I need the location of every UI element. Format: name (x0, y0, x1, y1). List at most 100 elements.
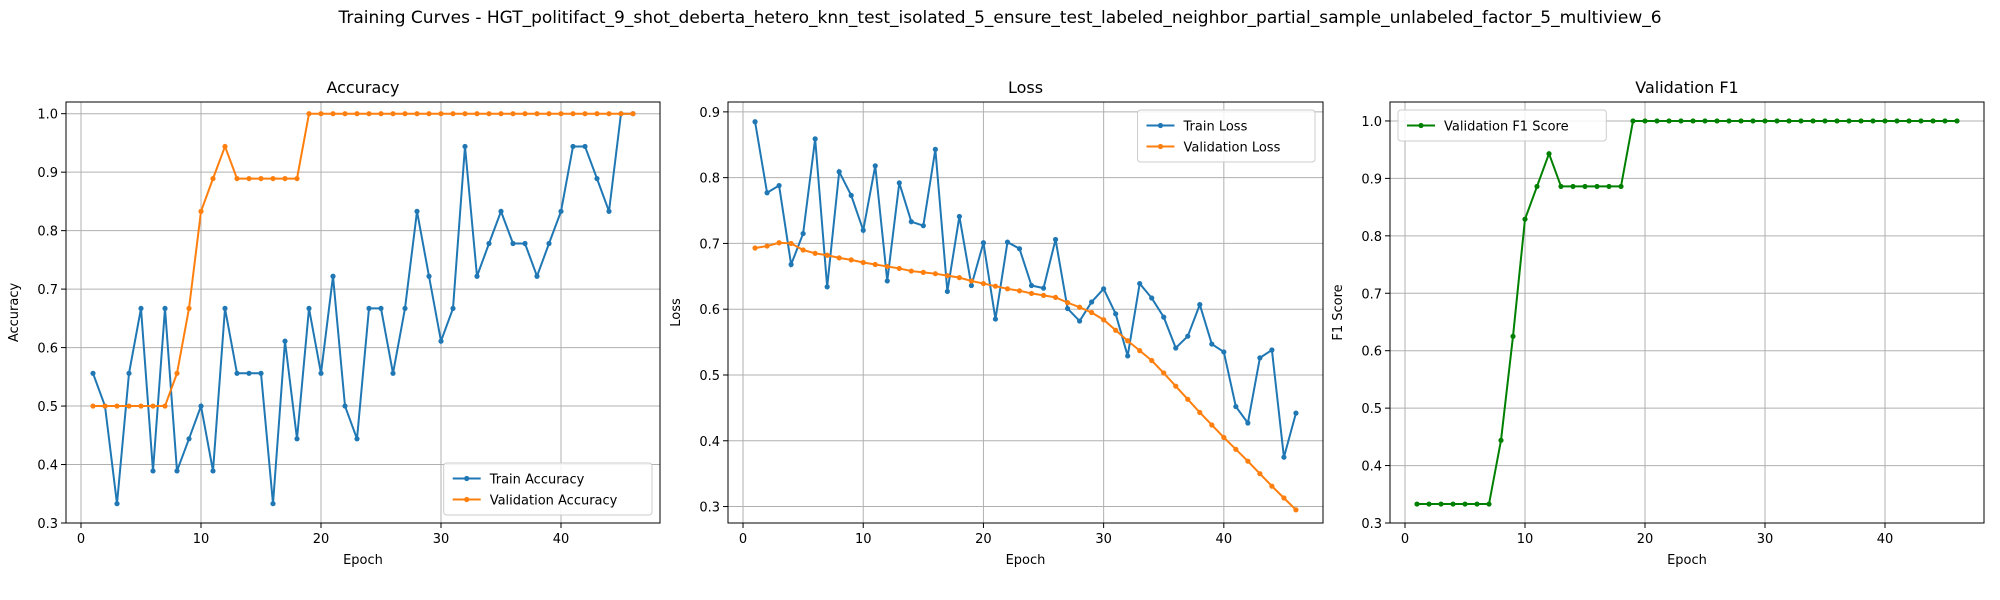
y-tick-label: 0.6 (1361, 345, 1382, 360)
data-point (1173, 383, 1179, 389)
data-point (1125, 353, 1131, 359)
data-point (1498, 437, 1504, 443)
x-axis-label: Epoch (1006, 553, 1046, 568)
data-point (258, 175, 264, 182)
data-point (1161, 370, 1167, 376)
data-point (1894, 118, 1900, 124)
data-point (486, 240, 492, 247)
data-point (90, 370, 96, 376)
y-tick-label: 0.3 (1361, 517, 1382, 532)
data-point (1185, 396, 1191, 402)
data-point (992, 283, 999, 289)
data-point (270, 175, 276, 182)
data-point (126, 403, 132, 409)
data-point (932, 271, 938, 277)
data-point (426, 273, 432, 279)
chart-panel-1: 0 10 20 30 40 0.3 0.4 0.5 0.6 0.7 0.8 0.9 1.0 Accurac… (7, 78, 661, 568)
data-point (1474, 501, 1480, 507)
data-point (414, 208, 420, 214)
data-point (138, 305, 144, 312)
data-point (968, 282, 975, 289)
data-point (1726, 118, 1732, 124)
data-point (1858, 118, 1864, 124)
data-point (1028, 282, 1035, 289)
y-tick-label: 0.3 (699, 501, 720, 516)
x-tick-label: 0 (739, 532, 747, 547)
data-point (1582, 183, 1588, 190)
data-point (1654, 118, 1660, 124)
y-tick-label: 0.9 (1361, 172, 1382, 187)
data-point (800, 247, 806, 253)
data-point (920, 223, 926, 229)
chart-panel-3: 0 10 20 30 40 0.3 0.4 0.5 0.6 0.7 0.8 0.9 1.0 Validat… (1331, 78, 1985, 568)
series-line-1 (1417, 119, 1957, 506)
data-point (306, 111, 312, 117)
y-tick-label: 0.5 (37, 400, 58, 415)
data-point (1257, 471, 1263, 477)
chart-title: Accuracy (326, 78, 399, 97)
data-point (1786, 118, 1792, 124)
data-point (438, 111, 444, 117)
data-point (390, 370, 396, 376)
legend: Train Loss Validation Loss (1137, 109, 1316, 163)
data-point (1076, 304, 1083, 310)
chart-title: Validation F1 (1635, 78, 1738, 97)
data-point (114, 501, 120, 507)
y-tick-label: 0.7 (1361, 287, 1382, 302)
data-point (932, 146, 938, 152)
data-point (222, 305, 228, 312)
data-point (824, 284, 830, 290)
data-point (1221, 434, 1227, 441)
data-point (630, 111, 636, 117)
data-point (90, 403, 96, 409)
data-point (788, 261, 794, 268)
data-point (1618, 183, 1624, 190)
x-tick-label: 20 (975, 532, 992, 547)
data-point (270, 501, 276, 507)
data-point (764, 243, 770, 249)
chart-title: Loss (1008, 78, 1043, 97)
data-point (1281, 495, 1287, 501)
x-tick-label: 20 (1637, 532, 1654, 547)
data-point (450, 305, 456, 312)
data-point (138, 403, 144, 409)
data-point (102, 403, 108, 409)
data-point (1774, 118, 1780, 124)
x-axis-label: Epoch (343, 553, 383, 568)
data-point (546, 111, 552, 117)
data-point (1004, 286, 1011, 292)
data-point (1594, 183, 1600, 190)
x-axis-label: Epoch (1667, 553, 1707, 568)
data-point (294, 436, 300, 442)
data-point (354, 436, 360, 442)
data-point (594, 175, 600, 182)
data-point (234, 175, 240, 182)
series-line-2 (754, 241, 1297, 511)
data-point (1438, 501, 1444, 507)
data-point (606, 208, 612, 214)
data-point (848, 192, 854, 199)
chart-panel-2: 0 10 20 30 40 0.3 0.4 0.5 0.6 0.7 0.8 0.9 Loss Epoch L… (669, 78, 1324, 568)
x-tick-label: 30 (433, 532, 450, 547)
data-point (1173, 345, 1179, 351)
data-point (594, 111, 600, 117)
data-point (474, 273, 480, 279)
data-point (402, 111, 408, 117)
data-point (1510, 333, 1516, 339)
data-point (1702, 118, 1708, 124)
data-point (1197, 302, 1203, 308)
data-point (1052, 294, 1059, 300)
data-point (1954, 118, 1960, 124)
data-point (558, 111, 564, 117)
data-point (522, 111, 528, 117)
y-tick-label: 0.3 (37, 517, 58, 532)
data-point (896, 180, 902, 186)
legend-label: Validation Loss (1184, 141, 1281, 156)
data-point (330, 273, 336, 279)
y-tick-label: 0.8 (699, 172, 720, 187)
data-point (1918, 118, 1924, 124)
series-line-1 (754, 121, 1297, 458)
data-point (294, 175, 300, 182)
data-point (114, 403, 120, 409)
